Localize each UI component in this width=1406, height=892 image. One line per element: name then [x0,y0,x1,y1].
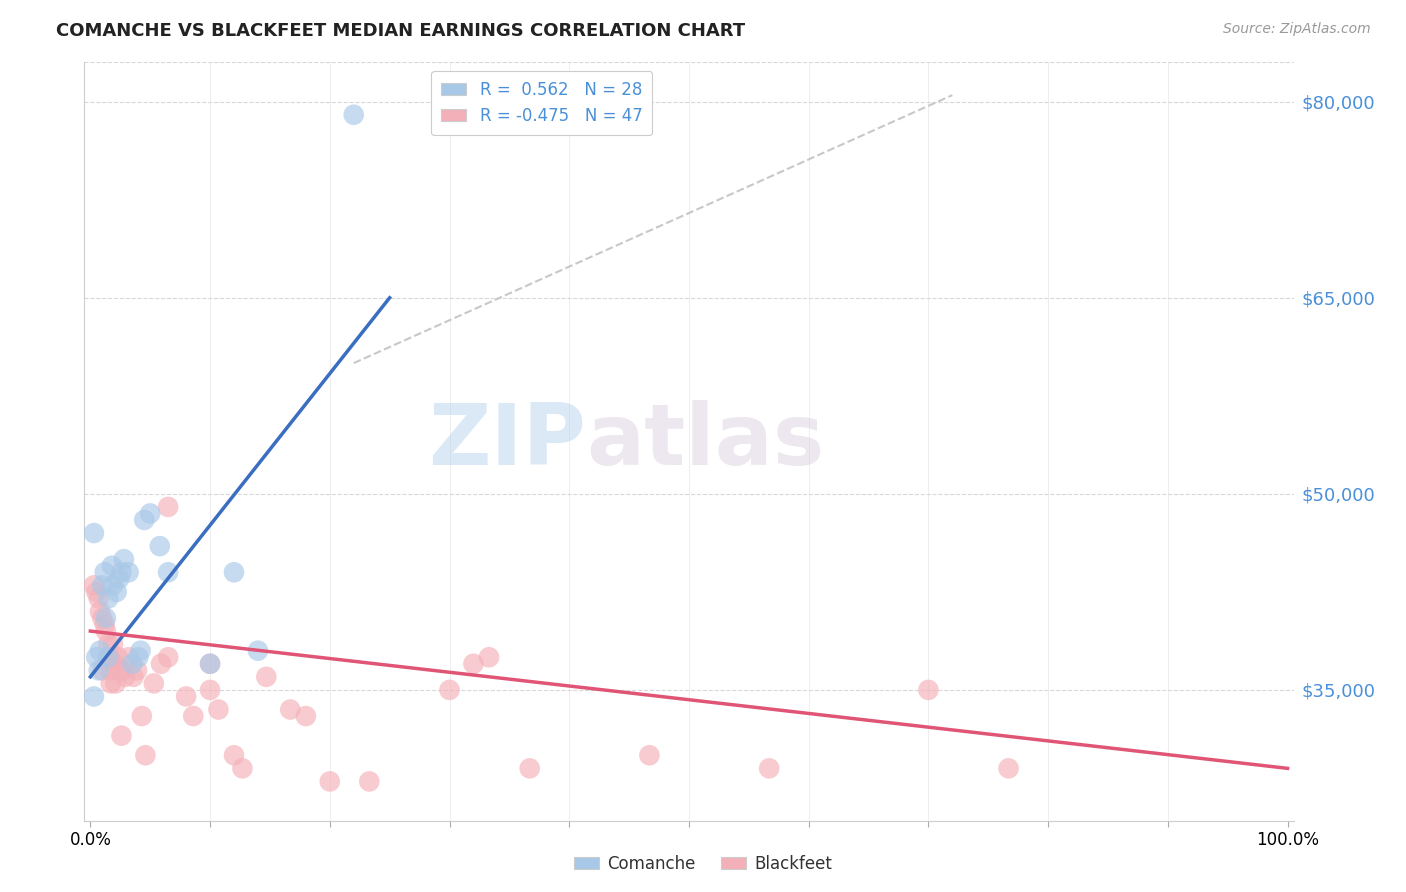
Point [83,690,105,704]
Point [98,650,121,665]
Point [100,663,122,677]
Point [101,578,124,592]
Point [198,657,221,671]
Point [91,578,114,592]
Point [110,566,132,580]
Text: COMANCHE VS BLACKFEET MEDIAN EARNINGS CORRELATION CHART: COMANCHE VS BLACKFEET MEDIAN EARNINGS CO… [56,22,745,40]
Text: atlas: atlas [586,400,824,483]
Point [87,591,110,606]
Point [149,657,172,671]
Point [519,761,541,775]
Point [110,729,132,743]
Point [89,605,111,619]
Point [104,676,127,690]
Point [246,643,269,657]
Point [295,709,318,723]
Point [100,676,122,690]
Point [198,682,221,697]
Point [121,657,143,671]
Point [114,670,136,684]
Point [758,761,780,775]
Point [93,566,115,580]
Point [91,663,114,677]
Point [139,507,162,521]
Point [997,761,1019,775]
Point [83,526,105,541]
Point [181,709,204,723]
Point [101,637,124,651]
Point [112,552,135,566]
Point [127,650,149,665]
Point [83,578,105,592]
Point [107,650,129,665]
Point [917,682,939,697]
Point [110,663,132,677]
Point [222,748,245,763]
Point [278,702,301,716]
Text: Source: ZipAtlas.com: Source: ZipAtlas.com [1223,22,1371,37]
Point [231,761,253,775]
Point [125,663,148,677]
Point [439,682,461,697]
Point [129,643,152,657]
Point [97,650,120,665]
Point [157,500,180,514]
Point [134,513,156,527]
Point [101,558,124,573]
Point [110,663,132,677]
Legend: R =  0.562   N = 28, R = -0.475   N = 47: R = 0.562 N = 28, R = -0.475 N = 47 [432,70,652,135]
Point [103,657,125,671]
Point [359,774,381,789]
Point [157,650,180,665]
Point [254,670,277,684]
Point [198,657,221,671]
Point [207,702,229,716]
Point [638,748,661,763]
Point [149,539,172,553]
Point [97,637,120,651]
Point [108,572,131,586]
Point [131,709,153,723]
Point [97,591,120,606]
Point [86,585,108,599]
Point [94,611,117,625]
Point [463,657,485,671]
Point [94,624,117,639]
Text: ZIP: ZIP [429,400,586,483]
Point [93,617,115,632]
Point [174,690,197,704]
Point [142,676,165,690]
Point [87,663,110,677]
Point [89,643,111,657]
Point [222,566,245,580]
Point [118,566,141,580]
Point [122,670,145,684]
Point [478,650,501,665]
Point [319,774,342,789]
Legend: Comanche, Blackfeet: Comanche, Blackfeet [568,848,838,880]
Point [118,650,141,665]
Point [86,650,108,665]
Point [105,585,128,599]
Point [343,108,366,122]
Point [134,748,156,763]
Point [157,566,180,580]
Point [91,611,114,625]
